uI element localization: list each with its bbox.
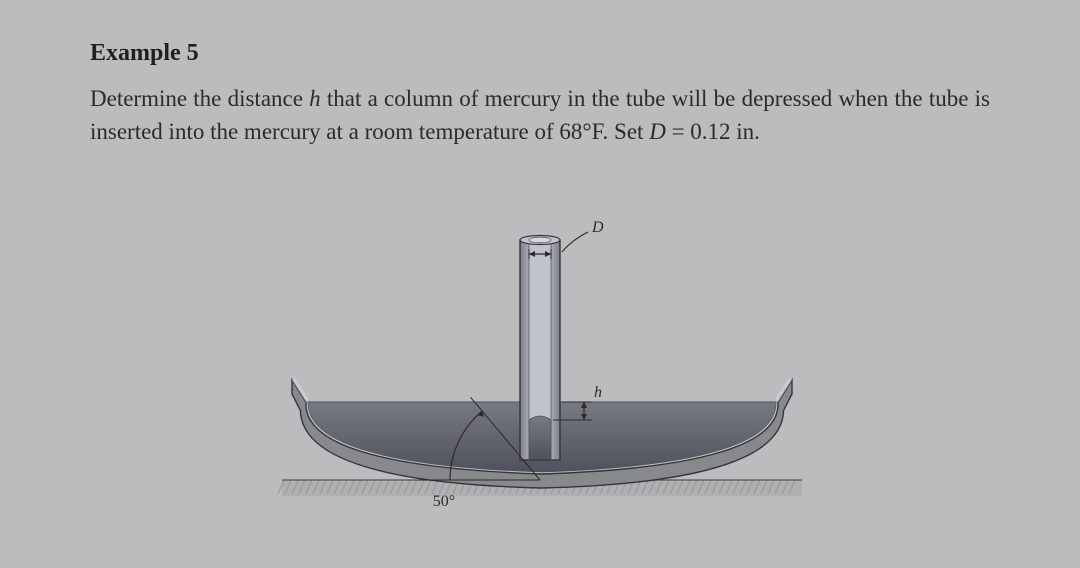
figure: Dh 50° [262, 210, 822, 530]
variable-h: h [309, 86, 321, 111]
variable-D: D [649, 119, 666, 144]
text-seg1: Determine the distance [90, 86, 309, 111]
page: Example 5 Determine the distance h that … [0, 0, 1080, 568]
example-heading: Example 5 [90, 40, 199, 67]
label-h: h [594, 384, 602, 401]
problem-statement: Determine the distance h that a column o… [90, 82, 990, 149]
text-seg3: = 0.12 in. [666, 119, 760, 144]
mercury-in-tube [529, 416, 551, 459]
label-D: D [591, 219, 604, 236]
label-angle: 50° [433, 493, 455, 510]
